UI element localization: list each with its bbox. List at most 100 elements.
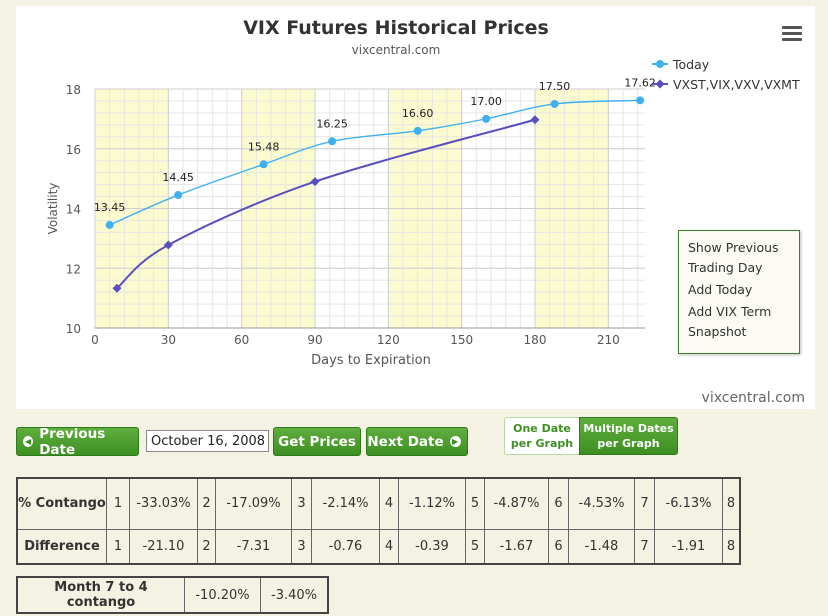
chart-subtitle: vixcentral.com [352, 43, 441, 57]
data-point [328, 137, 337, 146]
chart-panel: 10 12 14 16 18 0 30 60 90 120 150 180 210 VIX Futures… [16, 6, 815, 409]
one-date-toggle[interactable]: One Date per Graph [504, 417, 580, 455]
difference-value: -21.10 [129, 528, 198, 565]
y-tick-label: 10 [66, 322, 81, 336]
series-line [116, 118, 536, 290]
menu-item-show-previous[interactable]: Show Previous Trading Day [688, 240, 779, 275]
legend-marker [655, 79, 665, 89]
data-point [636, 96, 645, 105]
data-point [174, 191, 183, 200]
chart-title: VIX Futures Historical Prices [243, 17, 549, 39]
x-tick-label: 0 [91, 333, 99, 347]
legend-label: Today [672, 57, 710, 72]
difference-row: Difference 1 -21.10 2 -7.31 3 -0.76 4 -0.39 5 -1.6… [16, 528, 741, 565]
previous-date-button[interactable]: ◀ Previous Date [16, 425, 139, 458]
chart-menu-icon[interactable] [782, 26, 802, 42]
data-label: 13.45 [94, 201, 126, 214]
contango-value: -4.87% [484, 477, 549, 530]
contango-value: -1.12% [398, 477, 466, 530]
menu-item-add-term-snapshot[interactable]: Add VIX Term Snapshot [688, 304, 772, 339]
data-point [550, 99, 559, 108]
contango-value: -4.53% [568, 477, 635, 530]
arrow-right-icon: ▶ [449, 436, 461, 447]
month-number: 1 [106, 528, 130, 565]
arrow-left-icon: ◀ [23, 436, 34, 447]
y-tick-label: 12 [66, 262, 81, 276]
month-7-4-label: Month 7 to 4 contango [16, 576, 185, 614]
y-axis-label: Volatility [46, 183, 60, 235]
difference-value: -0.39 [398, 528, 466, 565]
data-point [413, 126, 422, 135]
legend-label: VXST,VIX,VXV,VXMT [673, 77, 800, 92]
contango-table: % Contango 1 -33.03% 2 -17.09% 3 -2.14% 4 -1.12%… [16, 477, 741, 565]
month-number: 6 [548, 528, 569, 565]
data-point [112, 283, 122, 293]
data-point [482, 114, 491, 123]
contango-label: % Contango [16, 477, 107, 530]
menu-item-add-today[interactable]: Add Today [688, 282, 753, 297]
difference-value: -1.48 [568, 528, 635, 565]
difference-value: -7.31 [215, 528, 292, 565]
x-tick-label: 210 [597, 333, 620, 347]
contango-value: -6.13% [654, 477, 723, 530]
month-7-4-table: Month 7 to 4 contango -10.20% -3.40% [16, 576, 329, 614]
data-label: 16.60 [402, 107, 434, 120]
data-label: 17.00 [470, 95, 502, 108]
next-date-button[interactable]: Next Date ▶ [366, 427, 468, 456]
month-number: 4 [379, 528, 399, 565]
difference-value: -1.91 [654, 528, 723, 565]
data-label: 17.50 [539, 80, 571, 93]
x-tick-label: 30 [161, 333, 176, 347]
contango-value: -17.09% [215, 477, 292, 530]
data-point [259, 160, 268, 169]
month-7-4-row: Month 7 to 4 contango -10.20% -3.40% [16, 576, 329, 614]
next-date-label: Next Date [367, 433, 444, 450]
data-point [530, 115, 540, 125]
x-tick-label: 60 [234, 333, 249, 347]
multiple-dates-toggle[interactable]: Multiple Dates per Graph [579, 417, 678, 455]
data-label: 17.62 [624, 76, 656, 89]
month-number: 6 [548, 477, 569, 530]
month-number: 1 [106, 477, 130, 530]
month-number: 2 [197, 477, 216, 530]
month-number: 2 [197, 528, 216, 565]
x-tick-label: 150 [450, 333, 473, 347]
month-number: 8 [722, 528, 741, 565]
x-tick-label: 90 [307, 333, 322, 347]
month-number: 5 [465, 477, 485, 530]
data-label: 15.48 [248, 140, 280, 153]
data-point [105, 220, 114, 229]
month-number: 7 [634, 528, 655, 565]
y-tick-label: 14 [66, 203, 81, 217]
data-label: 16.25 [316, 117, 348, 130]
chart-context-menu: Show Previous Trading Day Add Today Add … [678, 230, 800, 354]
x-tick-label: 120 [377, 333, 400, 347]
contango-row: % Contango 1 -33.03% 2 -17.09% 3 -2.14% 4 -1.12%… [16, 477, 741, 530]
month-number: 7 [634, 477, 655, 530]
chart-credit[interactable]: vixcentral.com [701, 390, 805, 406]
get-prices-button[interactable]: Get Prices [273, 427, 361, 456]
legend-marker [656, 60, 664, 68]
contango-value: -2.14% [311, 477, 380, 530]
x-axis-label: Days to Expiration [311, 353, 431, 368]
data-point [163, 240, 173, 250]
date-input[interactable] [146, 430, 269, 452]
month-number: 8 [722, 477, 741, 530]
y-tick-label: 16 [66, 143, 81, 157]
month-number: 3 [291, 477, 312, 530]
month-number: 4 [379, 477, 399, 530]
data-point [310, 177, 320, 187]
y-tick-label: 18 [66, 83, 81, 97]
contango-value: -33.03% [129, 477, 198, 530]
previous-date-label: Previous Date [39, 425, 106, 458]
month-number: 5 [465, 528, 485, 565]
month-number: 3 [291, 528, 312, 565]
month-7-4-value: -3.40% [260, 576, 329, 614]
difference-value: -0.76 [311, 528, 380, 565]
difference-label: Difference [16, 528, 107, 565]
x-tick-label: 180 [524, 333, 547, 347]
month-7-4-value: -10.20% [184, 576, 261, 614]
difference-value: -1.67 [484, 528, 549, 565]
data-label: 14.45 [162, 171, 194, 184]
